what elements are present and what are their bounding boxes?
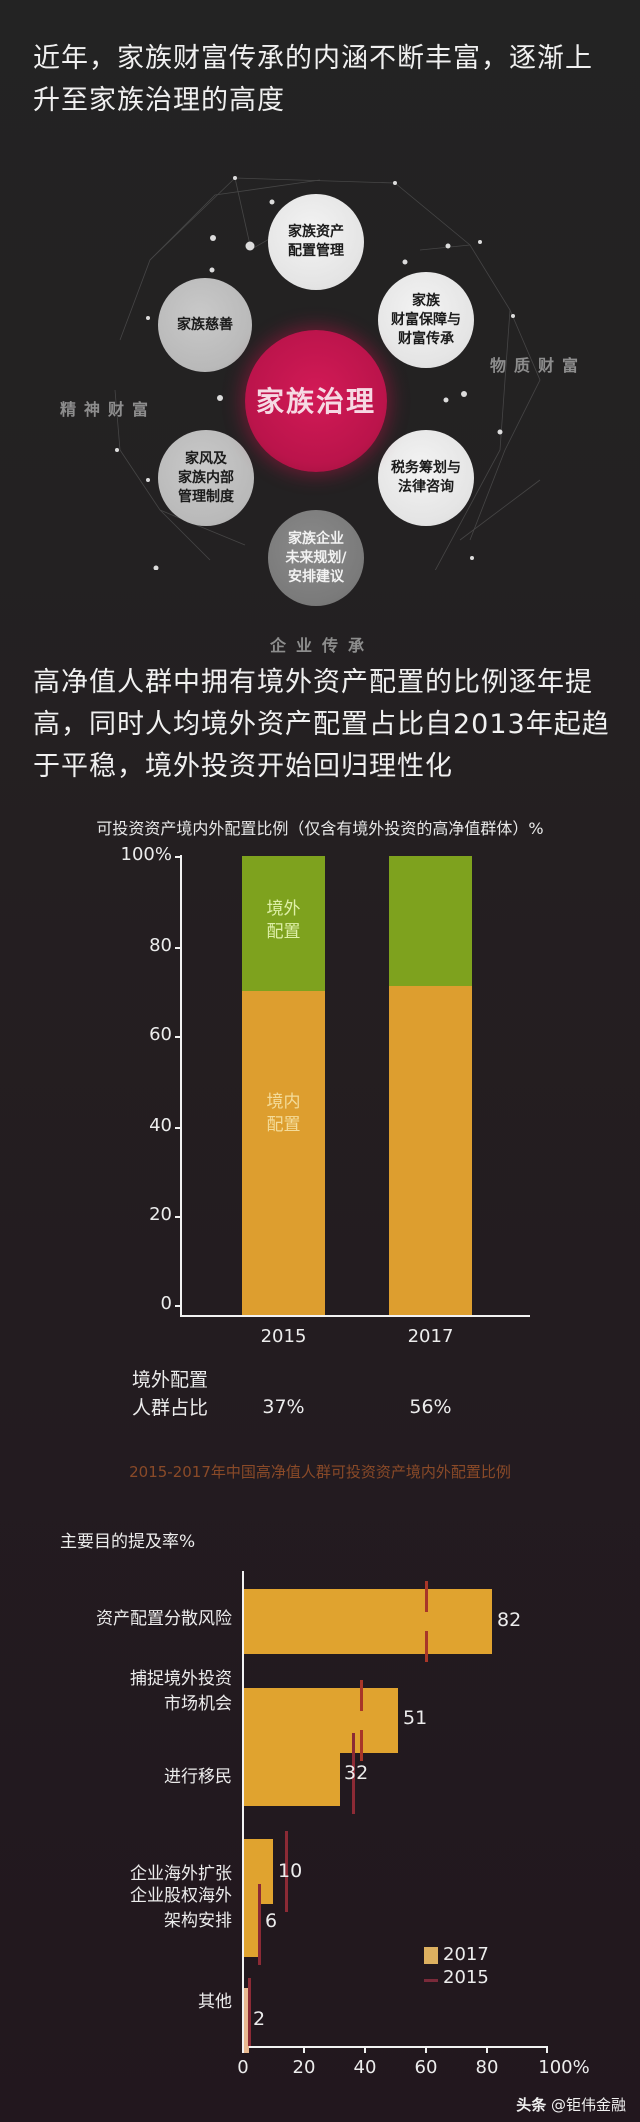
chart1-ytick-mark: [175, 856, 181, 858]
chart2-bar-2017: [244, 1988, 249, 2053]
chart1-ytick: 60: [149, 1024, 172, 1045]
chart2-value: 51: [403, 1707, 428, 1729]
chart1-ytick: 100%: [120, 844, 172, 865]
chart1-ytick: 20: [149, 1204, 172, 1225]
chart2-value: 32: [344, 1762, 369, 1784]
section-heading-governance: 近年，家族财富传承的内涵不断丰富，逐渐上升至家族治理的高度: [33, 43, 593, 116]
legend-swatch-2017: [424, 1947, 438, 1964]
family-governance-diagram: 家族资产 配置管理 家族 财富保障与 财富传承 税务筹划与 法律咨询 家族企业 …: [0, 150, 640, 655]
chart2-xtick: 100%: [538, 2057, 590, 2078]
chart2-xtick-mark: [364, 2046, 366, 2053]
chart2-value: 10: [278, 1860, 303, 1882]
chart2-category: 其他: [198, 1992, 232, 2012]
chart2-title: 主要目的提及率%: [60, 1532, 196, 1552]
chart2-xtick: 60: [414, 2057, 438, 2078]
chart2-category: 企业海外扩张: [130, 1864, 232, 1884]
chart1-y-axis: [180, 855, 182, 1317]
chart1-xcat-2015: 2015: [260, 1326, 307, 1347]
chart1-ytick: 0: [160, 1293, 172, 1314]
chart2-marker-2015: [352, 1733, 355, 1814]
chart2-category: 企业股权海外 架构安排: [130, 1886, 232, 1931]
chart2-xtick-mark: [425, 2046, 427, 2053]
segment-domestic-label: 境内 配置: [266, 1092, 301, 1135]
chart1-ytick-mark: [175, 947, 181, 949]
legend-label-2015: 2015: [443, 1967, 489, 1988]
legend-label-2017: 2017: [443, 1944, 489, 1965]
chart1-title: 可投资资产境内外配置比例（仅含有境外投资的高净值群体）%: [96, 819, 544, 838]
chart2-value: 6: [265, 1910, 278, 1932]
watermark-handle: @钜伟金融: [550, 2096, 626, 2114]
chart2-marker-2015: [285, 1831, 288, 1912]
overseas-population-ratio-label: 境外配置 人群占比: [131, 1369, 208, 1419]
chart1-x-axis: [180, 1315, 530, 1317]
section-heading-overseas: 高净值人群中拥有境外资产配置的比例逐年提高，同时人均境外资产配置占比自2013年…: [33, 667, 610, 782]
chart1-ytick: 80: [149, 935, 172, 956]
chart2-xtick: 20: [292, 2057, 316, 2078]
chart2-xtick-mark: [303, 2046, 305, 2053]
legend-marker-2015: [424, 1979, 438, 1982]
chart2-marker-2015: [258, 1884, 261, 1965]
node-asset-allocation: 家族资产 配置管理: [268, 194, 364, 290]
chart2-bar-2017: [244, 1892, 259, 1957]
chart2-xtick: 40: [353, 2057, 377, 2078]
chart2-value: 2: [253, 2008, 266, 2030]
node-philanthropy: 家族慈善: [158, 278, 252, 372]
chart2-xtick-mark: [242, 2046, 244, 2053]
chart1-xcat-2017: 2017: [407, 1326, 454, 1347]
label-enterprise-inheritance: 企业传承: [270, 636, 375, 655]
chart2-category: 进行移民: [164, 1767, 232, 1787]
chart2-marker-2015: [425, 1581, 428, 1662]
chart2-xtick: 80: [475, 2057, 499, 2078]
segment-overseas-label: 境外 配置: [266, 899, 301, 942]
segment-overseas: [389, 856, 472, 986]
node-tax-legal: 税务筹划与 法律咨询: [378, 430, 474, 526]
chart1-ytick-mark: [175, 1305, 181, 1307]
chart2-value: 82: [497, 1609, 522, 1631]
chart2-y-axis: [242, 1571, 244, 2048]
watermark-platform: 头条: [516, 2096, 547, 2114]
chart2-bar-2017: [244, 1741, 340, 1806]
chart1-ytick: 40: [149, 1115, 172, 1136]
chart2-x-axis: [242, 2046, 548, 2048]
chart2-category: 资产配置分散风险: [96, 1609, 232, 1629]
network-lines-decoration: [114, 176, 541, 570]
chart2-marker-2015: [360, 1680, 363, 1761]
chart1-ytick-mark: [175, 1036, 181, 1038]
node-family-rules: 家风及 家族内部 管理制度: [158, 430, 254, 526]
chart1-ytick-mark: [175, 1216, 181, 1218]
chart2-marker-2015: [248, 1978, 251, 2046]
node-enterprise-planning: 家族企业 未来规划/ 安排建议: [268, 510, 364, 606]
chart1-ytick-mark: [175, 1127, 181, 1129]
chart2-bar-2017: [244, 1589, 492, 1654]
chart2-category: 捕捉境外投资 市场机会: [130, 1669, 232, 1714]
ratio-value-2017: 56%: [409, 1396, 452, 1418]
node-wealth-protection: 家族 财富保障与 财富传承: [378, 272, 474, 368]
node-center-governance: 家族治理: [245, 330, 387, 472]
chart1-bar-2015: 境外 配置 境内 配置: [242, 856, 325, 1315]
label-spiritual-wealth: 精神财富: [60, 400, 157, 419]
chart1-bar-2017: [389, 856, 472, 1315]
chart2-xtick-mark: [486, 2046, 488, 2053]
segment-domestic: 境内 配置: [242, 991, 325, 1315]
chart1-caption: 2015-2017年中国高净值人群可投资资产境内外配置比例: [129, 1463, 511, 1481]
chart2-xtick-mark: [546, 2046, 548, 2053]
ratio-value-2015: 37%: [262, 1396, 305, 1418]
watermark: 头条 @钜伟金融: [516, 2094, 626, 2115]
chart2-xtick: 0: [237, 2057, 249, 2078]
segment-domestic: [389, 986, 472, 1315]
label-material-wealth: 物质财富: [490, 356, 587, 375]
segment-overseas: 境外 配置: [242, 856, 325, 991]
